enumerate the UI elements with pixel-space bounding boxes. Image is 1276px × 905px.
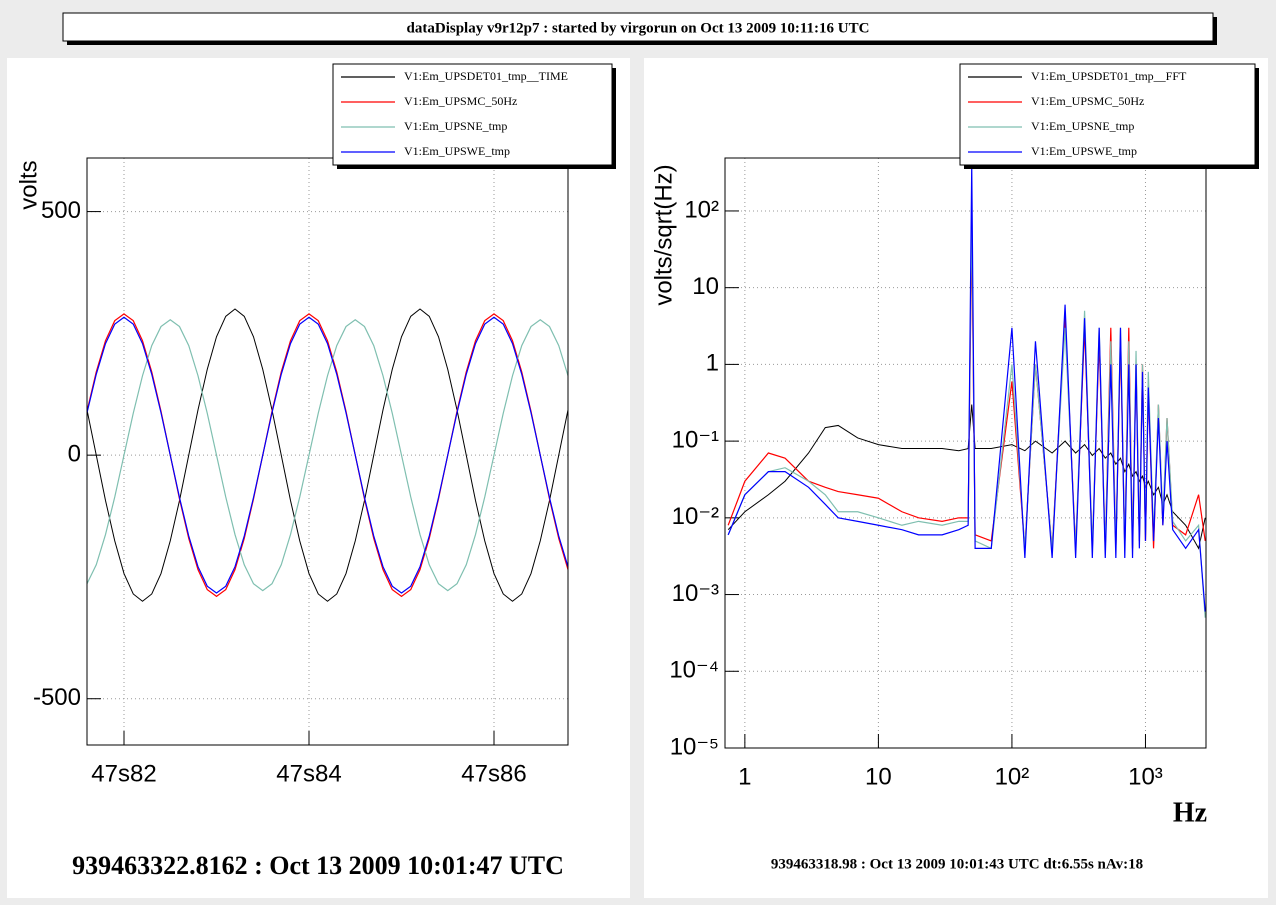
legend-label: V1:Em_UPSNE_tmp: [1031, 119, 1134, 133]
y-axis-label: volts/sqrt(Hz): [650, 164, 677, 305]
header-title: dataDisplay v9r12p7 : started by virgoru…: [407, 20, 870, 36]
y-tick-label: 10⁻¹: [672, 426, 719, 453]
x-tick-label: 47s82: [91, 760, 156, 787]
y-tick-label: 500: [41, 197, 81, 224]
y-tick-label: 10⁻⁵: [670, 733, 719, 760]
plot-frame: [86, 157, 569, 746]
legend-label: V1:Em_UPSMC_50Hz: [1031, 94, 1144, 108]
y-tick-label: 10²: [684, 196, 719, 223]
x-tick-label: 10: [865, 763, 892, 790]
y-tick-label: 10: [692, 273, 719, 300]
legend-box: [959, 63, 1256, 166]
y-tick-label: 1: [706, 350, 719, 377]
legend-label: V1:Em_UPSWE_tmp: [404, 144, 510, 158]
x-tick-label: 10²: [995, 763, 1030, 790]
y-tick-label: -500: [33, 684, 81, 711]
legend-label: V1:Em_UPSMC_50Hz: [404, 94, 517, 108]
footer: 939463318.98 : Oct 13 2009 10:01:43 UTC …: [771, 856, 1143, 872]
series-line: [87, 318, 568, 592]
legend-label: V1:Em_UPSDET01_tmp__FFT: [1031, 69, 1187, 83]
legend-label: V1:Em_UPSWE_tmp: [1031, 144, 1137, 158]
footer: 939463322.8162 : Oct 13 2009 10:01:47 UT…: [72, 851, 564, 880]
panel-left: [7, 58, 630, 898]
legend-box: [332, 63, 613, 166]
x-tick-label: 1: [738, 763, 751, 790]
x-tick-label: 10³: [1128, 763, 1163, 790]
x-tick-label: 47s84: [276, 760, 341, 787]
series-line: [87, 316, 568, 594]
y-tick-label: 10⁻²: [672, 503, 719, 530]
x-tick-label: 47s86: [461, 760, 526, 787]
y-tick-label: 0: [68, 440, 81, 467]
series-line: [727, 164, 1206, 612]
legend-label: V1:Em_UPSDET01_tmp__TIME: [404, 69, 568, 83]
x-axis-label: Hz: [1173, 797, 1207, 828]
legend-label: V1:Em_UPSNE_tmp: [404, 119, 507, 133]
series-line: [87, 308, 568, 602]
y-tick-label: 10⁻⁴: [669, 657, 719, 684]
y-axis-label: volts: [15, 160, 42, 209]
header-box: [62, 12, 1214, 42]
y-tick-label: 10⁻³: [672, 580, 719, 607]
